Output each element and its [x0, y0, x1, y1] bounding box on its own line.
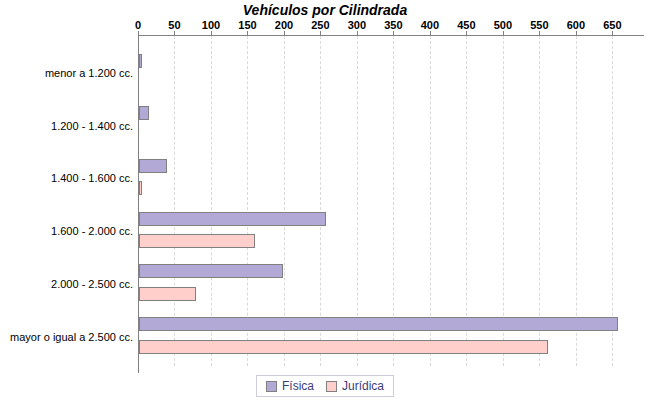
x-tick-mark	[612, 31, 613, 35]
x-tick-label: 100	[191, 19, 231, 31]
legend-label: Física	[282, 379, 314, 393]
bar-jurdica	[139, 287, 196, 301]
bar-fsica	[139, 212, 326, 226]
x-tick-mark	[466, 31, 467, 35]
category-label: 1.200 - 1.400 cc.	[0, 120, 133, 132]
category-label: mayor o igual a 2.500 cc.	[0, 331, 133, 343]
x-tick-label: 400	[410, 19, 450, 31]
x-tick-mark	[503, 31, 504, 35]
x-tick-label: 300	[337, 19, 377, 31]
x-tick-mark	[539, 31, 540, 35]
x-tick-mark	[138, 31, 139, 35]
x-tick-mark	[320, 31, 321, 35]
x-tick-mark	[247, 31, 248, 35]
bar-jurdica	[139, 181, 142, 195]
x-tick-label: 550	[519, 19, 559, 31]
x-tick-label: 200	[264, 19, 304, 31]
bar-jurdica	[139, 340, 548, 354]
category-label: 1.400 - 1.600 cc.	[0, 172, 133, 184]
legend-swatch	[326, 381, 337, 392]
x-tick-mark	[211, 31, 212, 35]
legend: Física Jurídica	[256, 375, 394, 397]
x-tick-label: 50	[154, 19, 194, 31]
bar-fsica	[139, 159, 167, 173]
bar-fsica	[139, 317, 618, 331]
x-tick-label: 250	[300, 19, 340, 31]
x-tick-mark	[576, 31, 577, 35]
x-tick-label: 500	[483, 19, 523, 31]
bar-jurdica	[139, 234, 255, 248]
category-label: 1.600 - 2.000 cc.	[0, 225, 133, 237]
legend-item: Física	[266, 379, 314, 393]
bar-fsica	[139, 54, 142, 68]
x-tick-mark	[357, 31, 358, 35]
x-tick-label: 650	[592, 19, 632, 31]
x-tick-label: 150	[227, 19, 267, 31]
legend-item: Jurídica	[326, 379, 384, 393]
x-tick-label: 0	[118, 19, 158, 31]
x-tick-mark	[174, 31, 175, 35]
legend-swatch	[266, 381, 277, 392]
bar-fsica	[139, 264, 283, 278]
category-label: menor a 1.200 cc.	[0, 67, 133, 79]
x-tick-label: 450	[446, 19, 486, 31]
x-axis-line	[138, 35, 644, 36]
x-tick-label: 350	[373, 19, 413, 31]
category-label: 2.000 - 2.500 cc.	[0, 278, 133, 290]
x-tick-label: 600	[556, 19, 596, 31]
legend-label: Jurídica	[342, 379, 384, 393]
bar-fsica	[139, 106, 149, 120]
x-tick-mark	[430, 31, 431, 35]
chart-title: Vehículos por Cilindrada	[0, 2, 650, 18]
chart-canvas: Vehículos por Cilindrada 050100150200250…	[0, 0, 650, 400]
x-tick-mark	[284, 31, 285, 35]
x-tick-mark	[393, 31, 394, 35]
